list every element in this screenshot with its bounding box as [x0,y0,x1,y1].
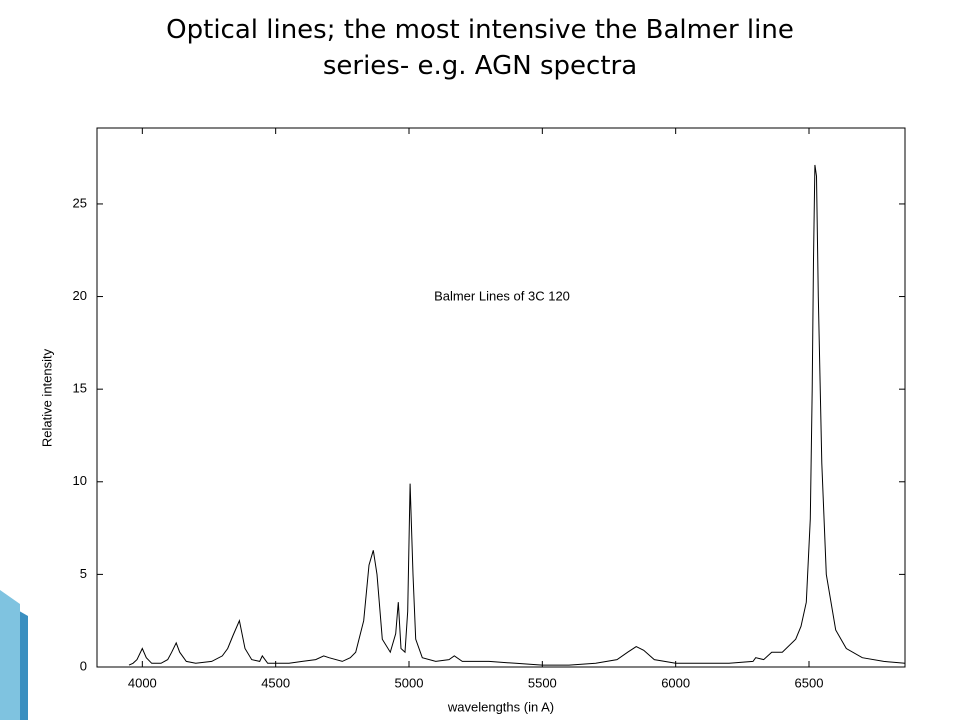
y-tick-label: 15 [73,381,87,396]
y-axis-label: Relative intensity [39,348,54,447]
x-tick-label: 6000 [661,675,690,690]
title-line: Optical lines; the most intensive the Ba… [166,15,794,45]
x-tick-label: 5500 [528,675,557,690]
y-tick-label: 5 [80,566,87,581]
title-line: series- e.g. AGN spectra [322,51,638,81]
y-tick-label: 0 [80,658,87,673]
x-tick-label: 4500 [261,675,290,690]
y-tick-label: 10 [73,473,87,488]
x-axis-label: wavelengths (in A) [447,699,554,714]
x-tick-label: 5000 [395,675,424,690]
plot-frame [96,127,906,668]
slide-title: Optical lines; the most intensive the Ba… [0,12,960,84]
x-tick-label: 4000 [128,675,157,690]
y-tick-label: 20 [73,288,87,303]
annotation: Balmer Lines of 3C 120 [434,288,570,303]
y-tick-label: 25 [73,195,87,210]
x-tick-label: 6500 [795,675,824,690]
decoration [0,590,20,720]
spectrum-line [128,164,906,666]
